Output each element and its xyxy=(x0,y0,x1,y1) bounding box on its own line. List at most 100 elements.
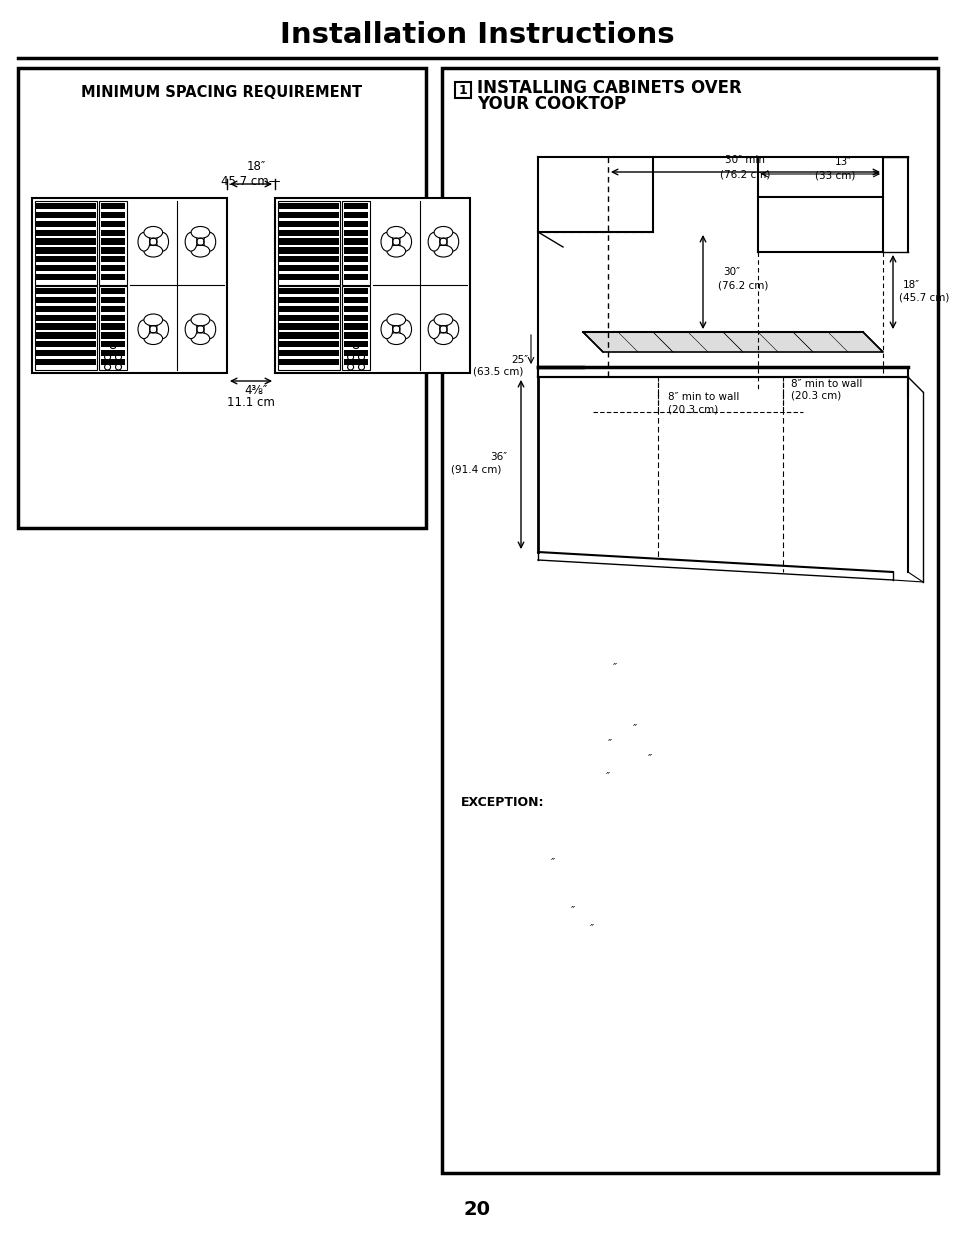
Bar xyxy=(101,324,125,330)
Bar xyxy=(36,238,96,245)
Bar xyxy=(279,238,338,245)
Bar xyxy=(343,230,368,236)
Bar xyxy=(101,341,125,347)
Text: 20: 20 xyxy=(463,1200,490,1219)
Ellipse shape xyxy=(446,232,458,251)
Text: (76.2 cm): (76.2 cm) xyxy=(718,280,767,290)
Ellipse shape xyxy=(191,314,210,326)
Text: (76.2 cm): (76.2 cm) xyxy=(720,169,769,179)
Text: (45.7 cm): (45.7 cm) xyxy=(898,291,948,303)
Ellipse shape xyxy=(144,314,162,326)
Bar xyxy=(279,212,338,219)
Ellipse shape xyxy=(156,232,169,251)
Bar xyxy=(36,247,96,253)
Text: 36″: 36″ xyxy=(489,452,506,462)
Bar xyxy=(36,358,96,366)
Ellipse shape xyxy=(144,226,162,238)
Text: ″: ″ xyxy=(632,722,637,734)
Bar xyxy=(36,264,96,272)
Bar xyxy=(343,274,368,280)
Bar xyxy=(343,203,368,210)
Bar xyxy=(18,68,426,529)
Ellipse shape xyxy=(380,232,393,251)
Bar xyxy=(343,238,368,245)
Text: 4⅜″: 4⅜″ xyxy=(244,384,268,398)
Bar xyxy=(101,230,125,236)
Bar xyxy=(342,201,370,284)
Text: ″: ″ xyxy=(612,662,617,672)
Bar xyxy=(36,288,96,294)
Ellipse shape xyxy=(204,320,215,338)
Ellipse shape xyxy=(138,320,150,338)
Text: MINIMUM SPACING REQUIREMENT: MINIMUM SPACING REQUIREMENT xyxy=(81,84,362,100)
Bar xyxy=(101,264,125,272)
Text: ″: ″ xyxy=(647,753,652,763)
Bar xyxy=(343,221,368,227)
Bar xyxy=(343,264,368,272)
Ellipse shape xyxy=(380,320,393,338)
Bar xyxy=(101,332,125,338)
Text: ″: ″ xyxy=(551,857,555,867)
Text: INSTALLING CABINETS OVER: INSTALLING CABINETS OVER xyxy=(476,79,741,98)
Bar xyxy=(101,274,125,280)
Bar xyxy=(36,256,96,262)
Bar xyxy=(343,306,368,312)
Text: 11.1 cm: 11.1 cm xyxy=(227,396,274,410)
Ellipse shape xyxy=(446,320,458,338)
Ellipse shape xyxy=(434,245,453,257)
Bar xyxy=(279,230,338,236)
Bar xyxy=(36,296,96,304)
Ellipse shape xyxy=(387,245,405,257)
Bar xyxy=(101,238,125,245)
Bar xyxy=(99,201,127,284)
Bar xyxy=(343,288,368,294)
Bar xyxy=(274,198,470,373)
Bar xyxy=(343,332,368,338)
Bar xyxy=(101,358,125,366)
Bar xyxy=(343,358,368,366)
Bar xyxy=(279,247,338,253)
Bar xyxy=(35,287,97,369)
Bar xyxy=(101,203,125,210)
Bar xyxy=(279,332,338,338)
Text: 8″ min to wall: 8″ min to wall xyxy=(667,391,739,403)
Bar xyxy=(279,264,338,272)
Bar xyxy=(279,296,338,304)
Bar xyxy=(36,315,96,321)
Text: ″: ″ xyxy=(570,905,575,915)
Bar xyxy=(279,350,338,356)
Text: (63.5 cm): (63.5 cm) xyxy=(472,367,522,377)
Bar xyxy=(101,288,125,294)
Ellipse shape xyxy=(387,226,405,238)
Bar xyxy=(277,287,340,369)
Ellipse shape xyxy=(428,320,439,338)
Bar xyxy=(277,201,340,284)
Text: 30″: 30″ xyxy=(722,267,740,277)
Bar xyxy=(101,256,125,262)
Ellipse shape xyxy=(144,332,162,345)
Bar xyxy=(99,287,127,369)
Bar xyxy=(101,315,125,321)
Bar xyxy=(36,306,96,312)
Bar xyxy=(343,350,368,356)
Bar xyxy=(32,198,227,373)
Bar xyxy=(343,296,368,304)
Bar xyxy=(279,288,338,294)
Ellipse shape xyxy=(387,332,405,345)
Bar xyxy=(36,274,96,280)
Text: EXCEPTION:: EXCEPTION: xyxy=(460,797,544,809)
Text: Installation Instructions: Installation Instructions xyxy=(279,21,674,49)
Text: (91.4 cm): (91.4 cm) xyxy=(450,466,500,475)
Bar xyxy=(36,332,96,338)
Bar xyxy=(35,201,97,284)
Text: (20.3 cm): (20.3 cm) xyxy=(790,391,841,401)
Bar xyxy=(279,358,338,366)
Text: ″: ″ xyxy=(607,739,612,748)
Text: 30″ min: 30″ min xyxy=(724,156,764,165)
Ellipse shape xyxy=(204,232,215,251)
Bar xyxy=(441,68,937,1173)
Bar xyxy=(36,324,96,330)
Bar xyxy=(342,287,370,369)
Text: (33 cm): (33 cm) xyxy=(814,170,854,180)
Ellipse shape xyxy=(185,320,197,338)
